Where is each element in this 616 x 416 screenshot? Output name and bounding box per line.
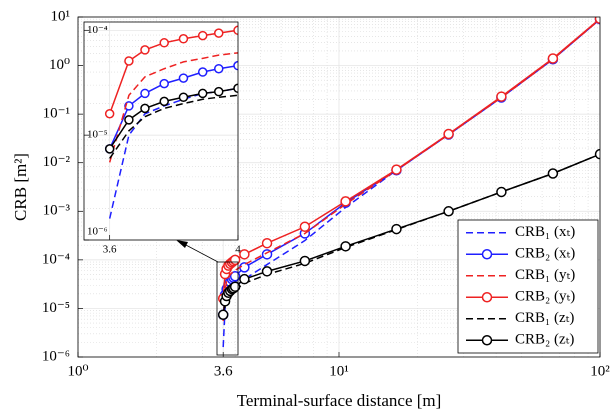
data-point bbox=[496, 186, 507, 198]
data-point bbox=[178, 92, 189, 102]
legend-marker bbox=[481, 292, 493, 303]
x-tick-label: 10² bbox=[590, 363, 610, 379]
zoom-arrow bbox=[183, 243, 219, 263]
data-point bbox=[233, 83, 238, 94]
legend-label: CRB₂ (yₜ) bbox=[515, 289, 575, 305]
legend-label: CRB₂ (xₜ) bbox=[515, 246, 575, 262]
series-line bbox=[109, 94, 238, 159]
data-point bbox=[261, 266, 273, 277]
inset-frame bbox=[83, 21, 239, 241]
data-point bbox=[159, 38, 169, 48]
y-tick-label: 10⁻² bbox=[43, 154, 71, 170]
data-point bbox=[547, 53, 559, 64]
legend-box bbox=[457, 219, 599, 354]
y-tick-label: 10⁻⁵ bbox=[87, 129, 108, 141]
data-point bbox=[217, 309, 229, 321]
data-point bbox=[496, 91, 507, 102]
legend-label: CRB₁ (xₜ) bbox=[515, 224, 575, 240]
y-tick-label: 10⁻¹ bbox=[43, 106, 70, 122]
y-tick-label: 10⁻⁶ bbox=[87, 226, 108, 238]
data-point bbox=[443, 128, 454, 140]
data-point bbox=[140, 45, 150, 55]
y-tick-label: 10⁻⁴ bbox=[87, 24, 108, 36]
zoom-box bbox=[216, 261, 239, 356]
y-tick-label: 10⁻³ bbox=[43, 203, 71, 219]
data-point bbox=[261, 237, 273, 249]
series-line bbox=[108, 52, 238, 163]
y-tick-label: 10⁻⁴ bbox=[42, 251, 70, 267]
data-point bbox=[229, 270, 241, 282]
data-point bbox=[104, 144, 115, 154]
data-point bbox=[124, 56, 134, 66]
data-point bbox=[214, 86, 224, 97]
x-tick-label: 3.6 bbox=[103, 244, 117, 256]
y-tick-label: 10⁰ bbox=[49, 57, 70, 73]
data-point bbox=[547, 168, 559, 179]
y-tick-label: 10⁻⁵ bbox=[42, 300, 70, 316]
legend-marker bbox=[481, 335, 493, 346]
data-point bbox=[159, 96, 169, 107]
data-point bbox=[340, 241, 351, 252]
legend-label: CRB₂ (zₜ) bbox=[515, 332, 574, 348]
data-point bbox=[299, 255, 311, 267]
data-point bbox=[340, 196, 351, 207]
data-point bbox=[233, 25, 238, 36]
data-point bbox=[178, 73, 189, 83]
legend-label: CRB₁ (yₜ) bbox=[515, 267, 575, 283]
x-tick-label: 10¹ bbox=[329, 363, 349, 379]
data-point bbox=[239, 249, 250, 260]
data-point bbox=[140, 103, 150, 114]
data-point bbox=[104, 108, 115, 119]
data-point bbox=[197, 88, 208, 99]
x-axis-label: Terminal-surface distance [m] bbox=[237, 391, 442, 410]
data-point bbox=[239, 273, 250, 285]
data-point bbox=[391, 164, 402, 175]
data-point bbox=[197, 67, 208, 77]
data-point bbox=[391, 223, 402, 235]
data-point bbox=[299, 221, 311, 233]
data-point bbox=[140, 88, 150, 99]
data-point bbox=[594, 148, 600, 160]
data-point bbox=[197, 30, 208, 41]
data-point bbox=[229, 281, 241, 292]
data-point bbox=[214, 63, 224, 74]
legend-label: CRB₁ (zₜ) bbox=[515, 310, 574, 326]
y-axis-label: CRB [m²] bbox=[11, 153, 30, 221]
y-tick-label: 10⁻⁶ bbox=[42, 348, 70, 364]
data-point bbox=[594, 17, 600, 25]
data-point bbox=[178, 34, 189, 44]
data-point bbox=[233, 60, 238, 71]
x-tick-label: 3.6 bbox=[214, 363, 233, 379]
x-tick-label: 10⁰ bbox=[67, 363, 88, 379]
legend-marker bbox=[481, 249, 493, 260]
data-point bbox=[124, 115, 134, 125]
x-tick-label: 4 bbox=[235, 244, 241, 256]
zoom-arrow-head bbox=[176, 240, 188, 248]
data-point bbox=[443, 206, 454, 217]
y-tick-label: 10¹ bbox=[51, 8, 71, 24]
data-point bbox=[214, 28, 224, 38]
plot-frame bbox=[77, 16, 601, 358]
data-point bbox=[159, 78, 169, 89]
